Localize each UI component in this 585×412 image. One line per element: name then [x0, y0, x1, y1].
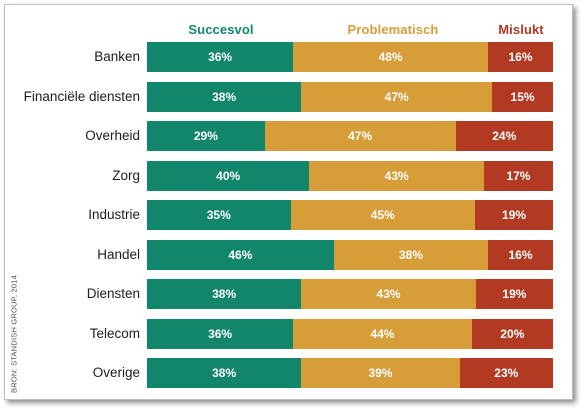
- legend-label-problematisch: Problematisch: [347, 22, 439, 37]
- bar-row: Financiële diensten 38% 47% 15%: [0, 81, 585, 112]
- bar-segment-mislukt: 23%: [459, 358, 553, 388]
- category-label: Diensten: [86, 286, 140, 301]
- bar-row: Zorg 40% 43% 17%: [0, 160, 585, 191]
- bar-segment-succesvol: 36%: [147, 318, 294, 349]
- data-label: 23%: [494, 366, 519, 380]
- data-label: 38%: [212, 366, 237, 380]
- data-label: 39%: [368, 366, 393, 380]
- bar-segment-succesvol: 40%: [147, 160, 310, 191]
- bar-segment-succesvol: 46%: [147, 239, 334, 270]
- bar-segment-problematisch: 39%: [301, 358, 460, 388]
- category-label: Industrie: [88, 207, 140, 222]
- category-label: Overige: [92, 365, 140, 380]
- bar-segment-mislukt: 16%: [488, 239, 553, 270]
- bar-segment-mislukt: 17%: [483, 160, 553, 191]
- data-label: 36%: [208, 50, 233, 64]
- data-label: 40%: [216, 168, 241, 183]
- bar-row: Diensten 38% 43% 19%: [0, 279, 585, 309]
- bar-segment-succesvol: 35%: [147, 200, 291, 230]
- data-label: 36%: [208, 326, 233, 341]
- legend-label-succesvol: Succesvol: [188, 22, 254, 37]
- bar-row: Handel 46% 38% 16%: [0, 239, 585, 270]
- bar-segment-problematisch: 45%: [290, 200, 476, 230]
- bar-row: Banken 36% 48% 16%: [0, 42, 585, 72]
- data-label: 38%: [398, 247, 423, 262]
- bar-segment-problematisch: 47%: [264, 121, 456, 151]
- data-label: 16%: [508, 50, 533, 64]
- data-label: 48%: [378, 50, 403, 64]
- data-label: 19%: [502, 287, 527, 301]
- category-label: Overheid: [85, 128, 140, 143]
- bar-segment-succesvol: 36%: [147, 42, 294, 72]
- data-label: 38%: [212, 287, 237, 301]
- bar-segment-problematisch: 47%: [301, 81, 493, 112]
- data-label: 24%: [492, 129, 517, 143]
- data-label: 16%: [508, 247, 533, 262]
- legend-label-mislukt: Mislukt: [498, 22, 544, 37]
- category-label: Telecom: [89, 325, 140, 341]
- data-label: 47%: [348, 129, 373, 143]
- data-label: 29%: [193, 129, 218, 143]
- data-label: 15%: [510, 89, 535, 104]
- data-label: 20%: [500, 326, 525, 341]
- category-label: Handel: [97, 246, 140, 262]
- category-label: Banken: [94, 49, 140, 64]
- data-label: 44%: [370, 326, 395, 341]
- bar-row: Telecom 36% 44% 20%: [0, 318, 585, 349]
- bar-segment-succesvol: 38%: [147, 358, 302, 388]
- data-label: 45%: [370, 208, 395, 222]
- bar-segment-mislukt: 16%: [488, 42, 553, 72]
- bar-segment-problematisch: 43%: [301, 279, 476, 309]
- data-label: 38%: [212, 89, 237, 104]
- data-label: 35%: [206, 208, 231, 222]
- bar-segment-mislukt: 19%: [475, 200, 553, 230]
- bar-segment-mislukt: 19%: [475, 279, 553, 309]
- category-label: Financiële diensten: [23, 88, 140, 104]
- bar-segment-problematisch: 44%: [293, 318, 472, 349]
- bar-segment-problematisch: 43%: [309, 160, 484, 191]
- bar-segment-mislukt: 20%: [471, 318, 553, 349]
- data-label: 43%: [376, 287, 401, 301]
- data-label: 43%: [384, 168, 409, 183]
- data-label: 19%: [502, 208, 527, 222]
- bar-row: Overheid 29% 47% 24%: [0, 121, 585, 151]
- category-label: Zorg: [112, 167, 140, 183]
- data-label: 46%: [228, 247, 253, 262]
- bar-row: Overige 38% 39% 23%: [0, 358, 585, 388]
- bar-segment-problematisch: 48%: [293, 42, 489, 72]
- bar-row: Industrie 35% 45% 19%: [0, 200, 585, 230]
- bar-segment-problematisch: 38%: [333, 239, 489, 270]
- bar-segment-mislukt: 24%: [455, 121, 553, 151]
- bar-segment-succesvol: 38%: [147, 279, 302, 309]
- bar-segment-succesvol: 29%: [147, 121, 265, 151]
- data-label: 17%: [506, 168, 531, 183]
- bar-segment-succesvol: 38%: [147, 81, 302, 112]
- data-label: 47%: [384, 89, 409, 104]
- bar-segment-mislukt: 15%: [492, 81, 553, 112]
